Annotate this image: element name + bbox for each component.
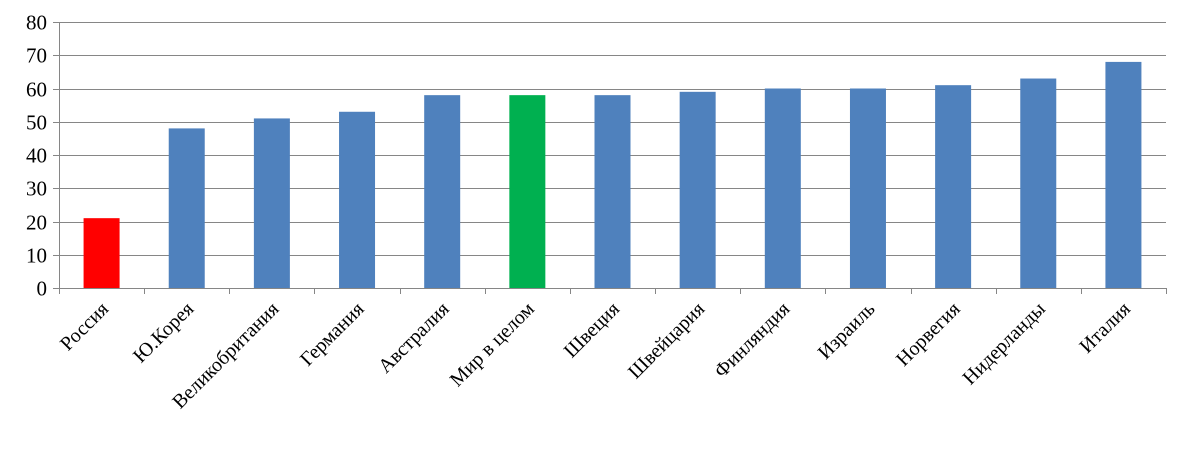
x-category-label: Австралия — [374, 298, 454, 378]
x-category-label: Норвегия — [892, 298, 965, 371]
bar — [764, 88, 801, 288]
bar — [424, 95, 461, 289]
bar — [594, 95, 631, 289]
x-category-label: Россия — [56, 298, 113, 355]
x-category-label: Германия — [296, 298, 369, 371]
x-category-label: Израиль — [814, 298, 880, 364]
bar — [1020, 78, 1057, 289]
x-category-label: Швейцария — [624, 298, 709, 383]
axes — [53, 22, 1167, 294]
x-category-label: Мир в целом — [446, 298, 539, 391]
y-tick-labels: 0 10 20 30 40 50 60 70 80 — [26, 11, 47, 301]
y-tick-label: 80 — [26, 11, 47, 35]
y-tick-label: 30 — [26, 177, 47, 201]
y-tick-label: 20 — [26, 211, 47, 235]
y-tick-label: 10 — [26, 244, 47, 268]
x-category-label: Италия — [1075, 298, 1135, 358]
y-tick-label: 0 — [37, 277, 48, 301]
bar — [935, 85, 972, 288]
x-category-label: Финляндия — [710, 298, 794, 382]
bar — [1105, 61, 1142, 289]
y-tick-label: 40 — [26, 144, 47, 168]
bar — [509, 95, 546, 289]
x-category-label: Ю.Корея — [129, 298, 198, 367]
bar — [679, 91, 716, 288]
bar — [849, 88, 886, 288]
x-category-label: Швеция — [560, 298, 624, 362]
y-tick-label: 60 — [26, 78, 47, 102]
bar — [168, 128, 205, 288]
bars — [83, 61, 1142, 289]
y-tick-label: 50 — [26, 111, 47, 135]
bar — [339, 111, 376, 289]
x-category-label: Нидерланды — [959, 298, 1050, 389]
bar — [253, 118, 290, 288]
y-tick-label: 70 — [26, 44, 47, 68]
bar — [83, 218, 120, 288]
